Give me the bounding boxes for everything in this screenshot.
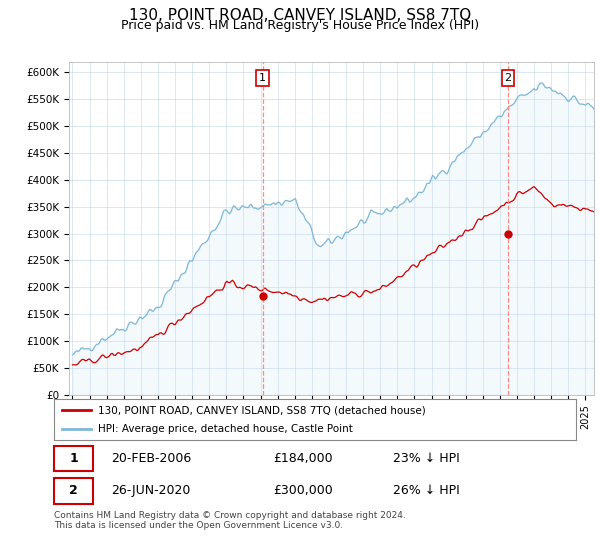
Text: 2: 2: [69, 484, 78, 497]
FancyBboxPatch shape: [54, 478, 93, 503]
Text: Price paid vs. HM Land Registry's House Price Index (HPI): Price paid vs. HM Land Registry's House …: [121, 19, 479, 32]
FancyBboxPatch shape: [54, 446, 93, 472]
Text: 2: 2: [505, 73, 512, 83]
Text: 26-JUN-2020: 26-JUN-2020: [112, 484, 191, 497]
Text: £300,000: £300,000: [273, 484, 333, 497]
Text: £184,000: £184,000: [273, 452, 333, 465]
Text: 20-FEB-2006: 20-FEB-2006: [112, 452, 191, 465]
Text: 1: 1: [259, 73, 266, 83]
Text: 23% ↓ HPI: 23% ↓ HPI: [394, 452, 460, 465]
Text: 130, POINT ROAD, CANVEY ISLAND, SS8 7TQ: 130, POINT ROAD, CANVEY ISLAND, SS8 7TQ: [129, 8, 471, 24]
Text: HPI: Average price, detached house, Castle Point: HPI: Average price, detached house, Cast…: [98, 424, 353, 433]
Text: Contains HM Land Registry data © Crown copyright and database right 2024.
This d: Contains HM Land Registry data © Crown c…: [54, 511, 406, 530]
Text: 130, POINT ROAD, CANVEY ISLAND, SS8 7TQ (detached house): 130, POINT ROAD, CANVEY ISLAND, SS8 7TQ …: [98, 405, 426, 415]
Text: 1: 1: [69, 452, 78, 465]
Text: 26% ↓ HPI: 26% ↓ HPI: [394, 484, 460, 497]
